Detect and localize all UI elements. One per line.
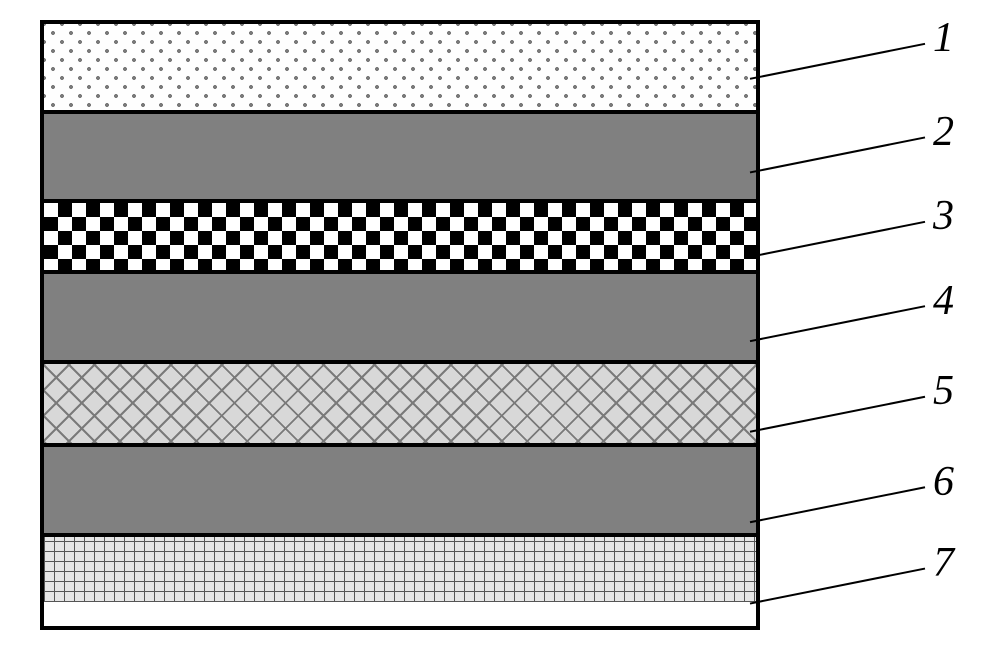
leader-line-1 bbox=[750, 44, 925, 79]
leader-line-6 bbox=[750, 487, 925, 522]
leader-line-5 bbox=[750, 397, 925, 432]
layer-label-7: 7 bbox=[933, 539, 954, 587]
leader-line-2 bbox=[750, 137, 925, 172]
leader-line-7 bbox=[750, 569, 925, 604]
layer-label-6: 6 bbox=[933, 458, 954, 506]
layer-label-4: 4 bbox=[933, 277, 954, 325]
leader-line-3 bbox=[750, 222, 925, 257]
leader-line-4 bbox=[750, 306, 925, 341]
layer-label-1: 1 bbox=[933, 14, 954, 62]
leader-lines bbox=[0, 0, 1000, 656]
layer-label-3: 3 bbox=[933, 192, 954, 240]
layer-label-2: 2 bbox=[933, 108, 954, 156]
layer-label-5: 5 bbox=[933, 367, 954, 415]
